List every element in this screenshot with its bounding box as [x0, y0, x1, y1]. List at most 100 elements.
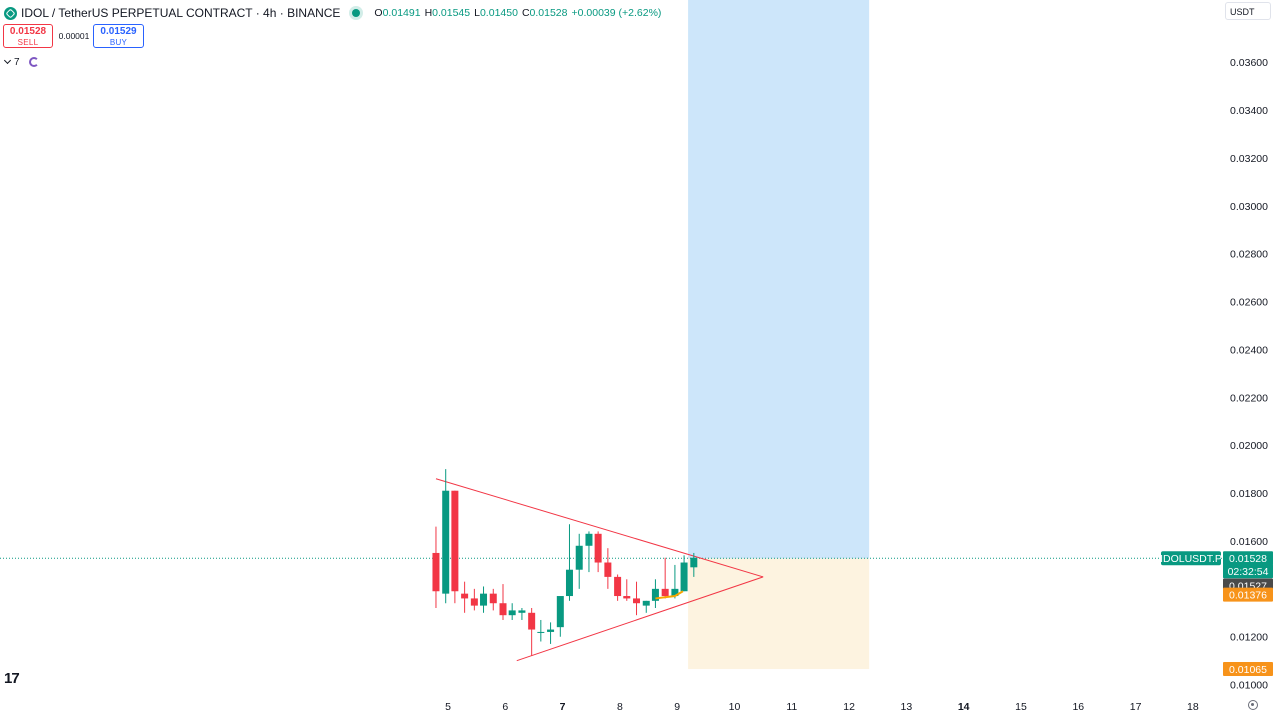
candle-body — [461, 593, 469, 599]
y-tick-label: 0.01200 — [1230, 632, 1268, 644]
sell-price: 0.01528 — [9, 26, 47, 37]
open-value: 0.01491 — [382, 7, 421, 19]
x-tick-label: 18 — [1187, 701, 1199, 713]
candle-body — [623, 596, 631, 599]
candle-body — [528, 612, 536, 630]
x-tick-label: 9 — [674, 701, 680, 713]
candle-body — [565, 569, 573, 597]
candle-body — [633, 598, 641, 604]
high-value: 0.01545 — [432, 7, 471, 19]
y-tick-label: 0.03200 — [1230, 153, 1268, 165]
price-tag: 0.01065 — [1229, 664, 1267, 676]
candle-body — [661, 588, 669, 597]
buy-button[interactable]: 0.01529 BUY — [93, 24, 144, 48]
buy-price: 0.01529 — [100, 26, 137, 37]
candle-body — [604, 562, 612, 577]
close-value: 0.01528 — [529, 7, 568, 19]
buy-label: BUY — [109, 38, 128, 47]
change-value: +0.00039 (+2.62%) — [571, 7, 662, 19]
y-tick-label: 0.01800 — [1230, 488, 1268, 500]
chevron-down-icon — [3, 56, 12, 65]
candle-body — [432, 552, 440, 592]
y-tick-label: 0.02200 — [1230, 392, 1268, 404]
x-tick-label: 15 — [1015, 701, 1027, 713]
candle-body — [585, 533, 593, 546]
y-tick-label: 0.01600 — [1230, 536, 1268, 548]
currency-selector[interactable]: USDT — [1225, 2, 1271, 20]
tradingview-logo: 17 — [4, 670, 20, 687]
candle-body — [480, 593, 488, 606]
x-tick-label: 7 — [560, 701, 566, 713]
x-tick-label: 8 — [617, 701, 623, 713]
y-tick-label: 0.02800 — [1230, 249, 1268, 261]
stop-zone — [688, 558, 870, 670]
candle-body — [470, 598, 478, 606]
average-price-line — [655, 590, 684, 600]
price-tag-bg — [1223, 662, 1273, 677]
y-tick-label: 0.02600 — [1230, 297, 1268, 309]
triangle-upper-line — [435, 478, 764, 578]
candle-body — [489, 593, 497, 604]
high-label: H — [424, 7, 433, 19]
low-value: 0.01450 — [479, 7, 518, 19]
y-tick-label: 0.03000 — [1230, 201, 1268, 213]
indicators-row: 7 — [2, 55, 39, 69]
y-tick-label: 0.02000 — [1230, 440, 1268, 452]
x-tick-label: 12 — [843, 701, 855, 713]
candle-body — [499, 603, 507, 616]
y-tick-label: 0.02400 — [1230, 344, 1268, 356]
candle-body — [594, 533, 602, 563]
candle-body — [690, 557, 698, 568]
sell-label: SELL — [17, 38, 39, 47]
x-tick-label: 14 — [958, 701, 970, 713]
x-tick-label: 17 — [1130, 701, 1142, 713]
candle-body — [614, 576, 622, 597]
price-tag: 0.01376 — [1229, 590, 1267, 602]
candle-body — [451, 490, 459, 592]
price-tag: 0.01528 — [1229, 553, 1267, 565]
market-open-status-icon — [352, 9, 361, 17]
candle-body — [575, 545, 583, 570]
x-tick-label: 5 — [445, 701, 451, 713]
chart-header: IDOL / TetherUS PERPETUAL CONTRACT · 4h … — [4, 4, 661, 22]
price-tag-bg — [1223, 564, 1273, 579]
y-tick-label: 0.03400 — [1230, 105, 1268, 117]
triangle-lower-line — [516, 576, 764, 662]
spread-value: 0.00001 — [58, 31, 90, 41]
candle-body — [651, 588, 659, 601]
y-tick-label: 0.01000 — [1230, 680, 1268, 692]
x-tick-label: 16 — [1072, 701, 1084, 713]
candle-body — [547, 629, 555, 632]
x-tick-label: 6 — [502, 701, 508, 713]
indicators-count: 7 — [14, 56, 20, 68]
symbol-title[interactable]: IDOL / TetherUS PERPETUAL CONTRACT · 4h … — [21, 6, 341, 20]
target-zone — [688, 0, 870, 559]
symbol-logo-icon — [4, 6, 17, 20]
gear-icon[interactable] — [1248, 700, 1258, 710]
refresh-icon[interactable] — [28, 57, 39, 67]
sell-button[interactable]: 0.01528 SELL — [3, 24, 53, 48]
candle-body — [537, 631, 545, 633]
candle-body — [508, 610, 516, 616]
symbol-tag-bg — [1161, 551, 1221, 566]
x-tick-label: 13 — [901, 701, 913, 713]
x-tick-label: 10 — [729, 701, 741, 713]
candle-body — [642, 600, 650, 606]
price-tag-bg — [1223, 587, 1273, 602]
price-tag: 02:32:54 — [1228, 566, 1269, 578]
low-label: L — [474, 7, 480, 19]
symbol-tag: IDOLUSDT.P — [1160, 553, 1222, 565]
candle-body — [556, 596, 564, 628]
open-label: O — [374, 7, 383, 19]
ohlc-values: O 0.01491 H 0.01545 L 0.01450 C 0.01528 +0.0… — [374, 7, 661, 19]
candle-body — [518, 610, 526, 613]
candle-body — [671, 588, 679, 597]
x-tick-label: 11 — [786, 701, 797, 713]
price-tag-bg — [1223, 551, 1273, 566]
close-label: C — [521, 7, 530, 19]
candle-body — [442, 490, 450, 594]
indicators-toggle[interactable]: 7 — [2, 55, 23, 69]
y-tick-label: 0.03600 — [1230, 57, 1268, 69]
candle-body — [680, 562, 688, 592]
